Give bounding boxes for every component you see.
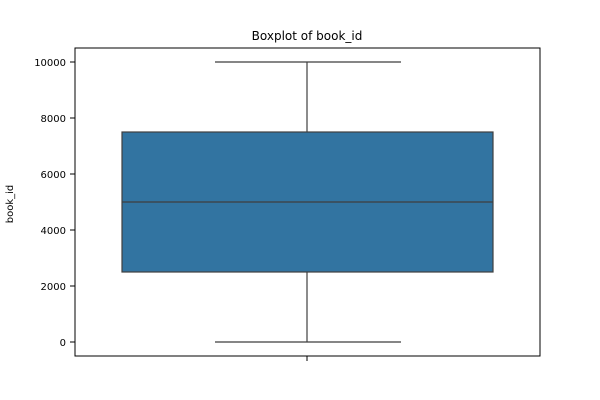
y-tick-label: 6000	[41, 170, 66, 181]
y-tick-label: 0	[60, 338, 66, 349]
y-axis-ticks: 0 2000 4000 6000 8000 10000	[34, 58, 75, 349]
y-tick-label: 2000	[41, 282, 66, 293]
chart-title: Boxplot of book_id	[252, 29, 363, 43]
box-element	[121, 61, 494, 343]
y-tick-label: 10000	[34, 58, 66, 69]
y-axis-label: book_id	[5, 185, 16, 224]
y-tick-label: 4000	[41, 226, 66, 237]
plot-frame	[74, 47, 541, 357]
y-tick-label: 8000	[41, 114, 66, 125]
